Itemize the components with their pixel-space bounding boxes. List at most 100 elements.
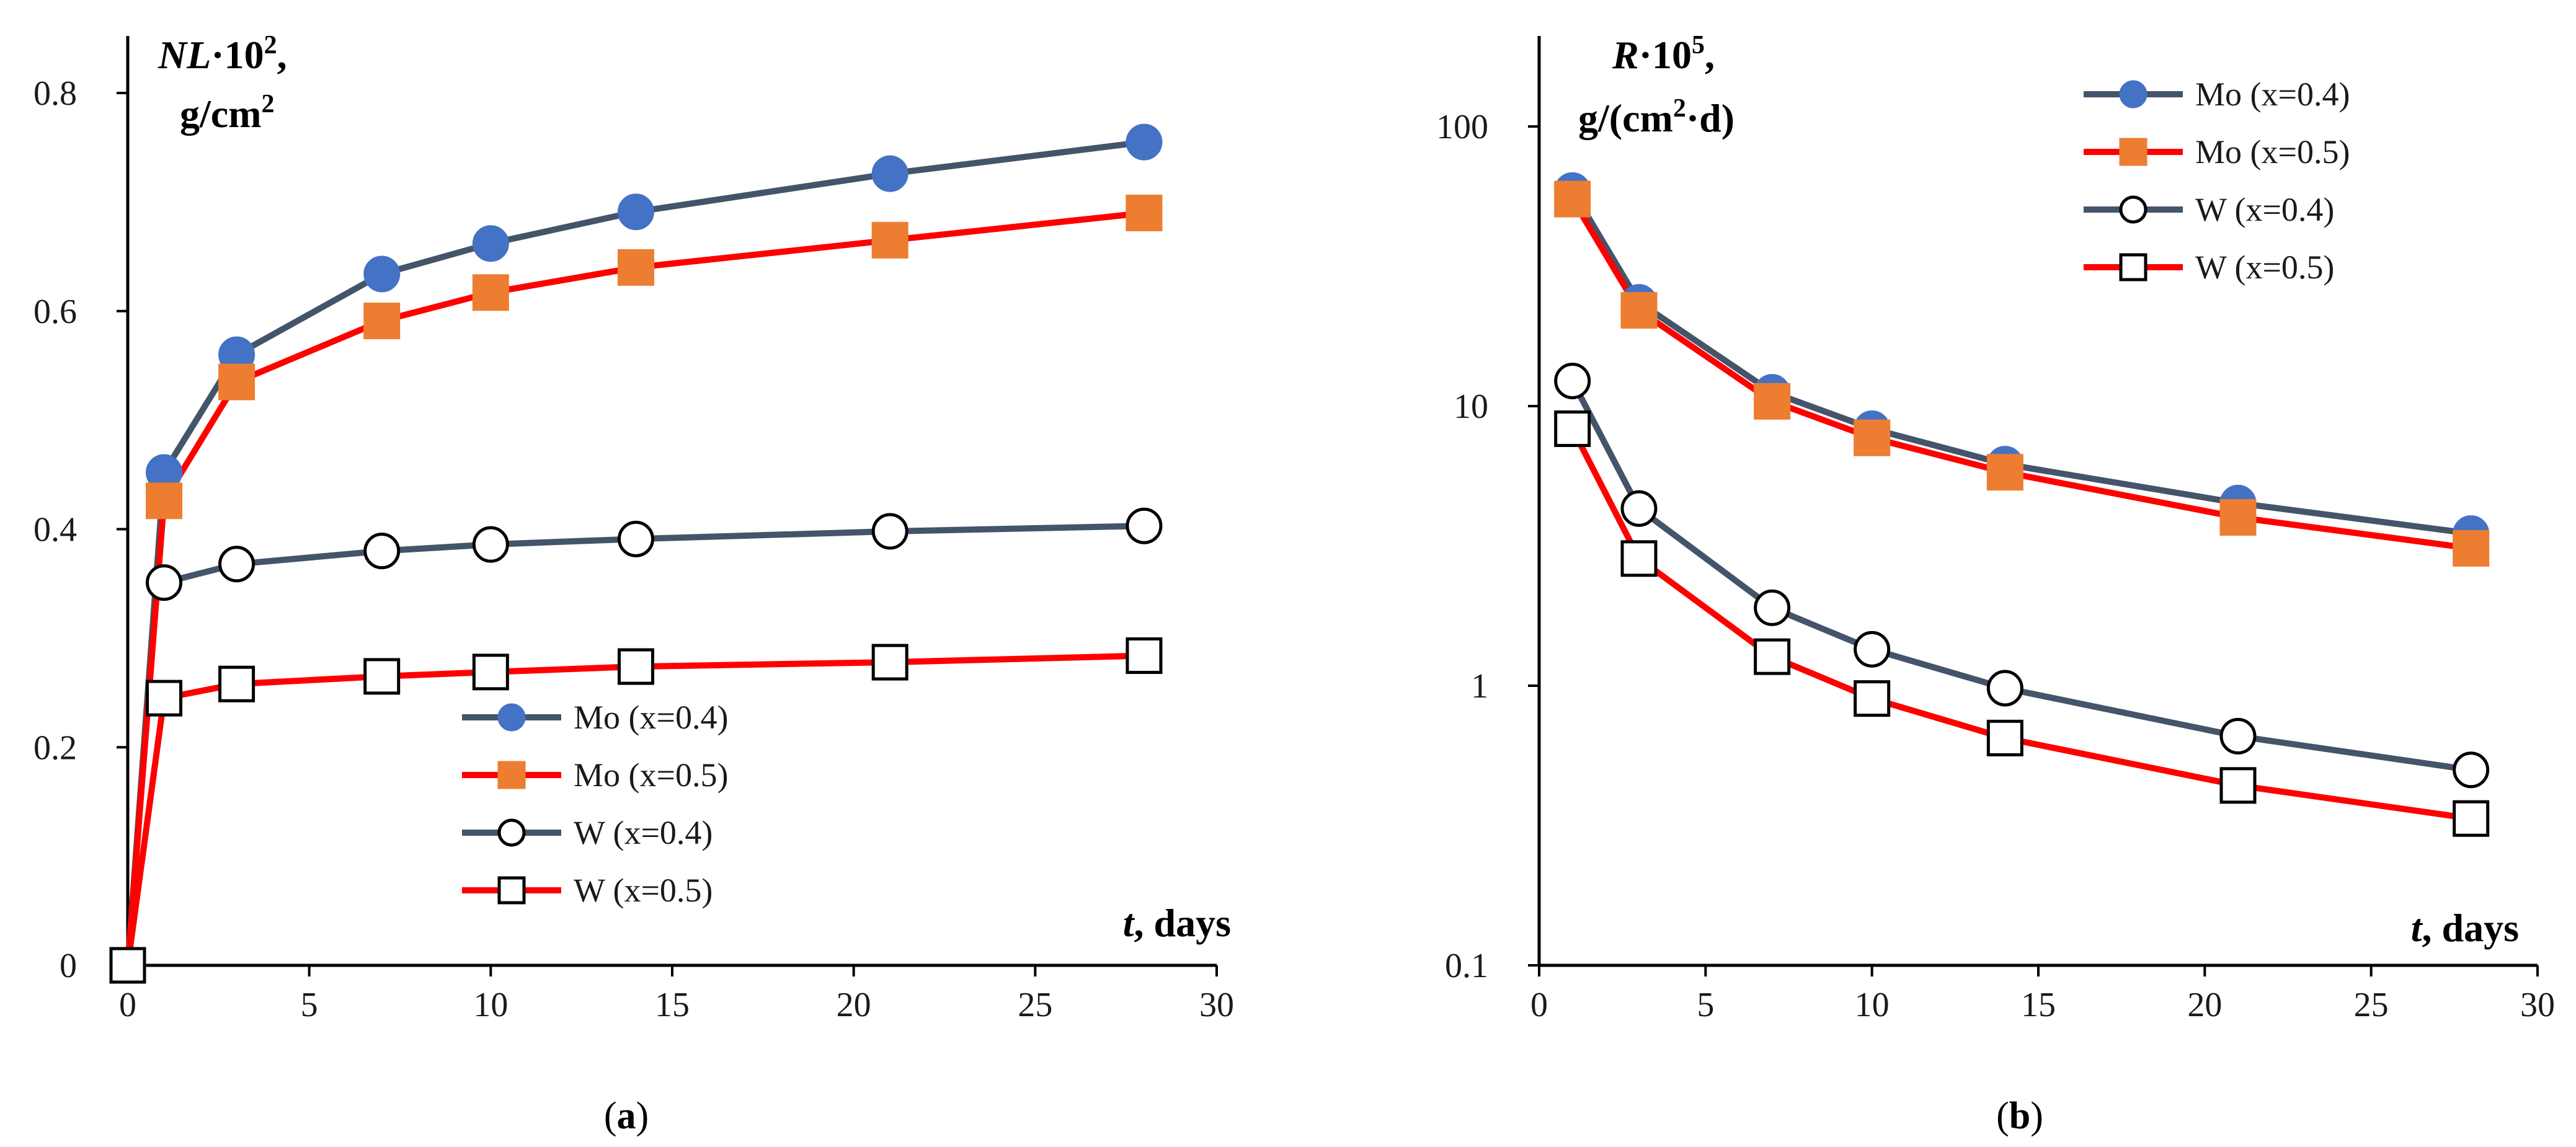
series-line-3 [163,523,1145,586]
data-point-series-4 [218,665,255,702]
data-point-series-4 [146,680,183,717]
data-point-series-3 [146,564,183,601]
data-point-series-4 [1854,680,1891,717]
data-point-series-2 [617,249,654,286]
legend-marker [2119,80,2147,108]
data-point-series-2 [2219,498,2257,536]
legend-marker [497,818,526,847]
data-point-series-1 [472,225,509,262]
x-tick-label: 30 [2520,986,2555,1024]
panel-b-x-label: t, days [2411,906,2519,950]
data-point-series-4 [2219,767,2257,804]
data-point-series-3 [1986,670,2023,707]
panel-a-caption: (a) [604,1095,649,1137]
data-point-series-4 [871,644,908,681]
x-tick-label: 5 [301,986,318,1024]
x-tick-label: 25 [1018,986,1052,1024]
data-point-series-4 [1986,719,2023,756]
panel-b-x-ticks: 0 5 10 15 20 25 30 [1530,965,2555,1024]
x-tick-label: 0 [119,986,136,1024]
legend-marker [497,876,526,905]
panel-a-y-label-line2: g/cm2 [180,90,275,136]
x-tick-label: 0 [1530,986,1548,1024]
legend-label: Mo (x=0.5) [574,756,728,794]
legend-marker [2119,253,2147,281]
x-tick-label: 10 [473,986,508,1024]
panel-b-caption: (b) [1996,1095,2043,1137]
data-point-series-3 [1554,362,1591,399]
data-point-series-3 [617,520,654,557]
panel-b-y-ticks: 0.1 1 10 100 [1436,108,1539,985]
data-point-series-4 [1126,637,1163,675]
data-point-series-4 [2453,800,2490,837]
data-point-series-1 [617,193,654,231]
y-tick-label: 1 [1471,667,1488,706]
legend-marker [497,703,526,732]
y-tick-label: 0.1 [1445,947,1488,985]
y-tick-label: 0.8 [33,74,77,113]
data-point-series-4 [1554,410,1591,447]
legend-marker [497,761,526,789]
x-tick-label: 30 [1199,986,1234,1024]
panel-a-y-label-line1: NL·102, [158,31,287,77]
series-line-2 [1570,197,2472,552]
data-point-series-3 [2219,717,2257,755]
data-point-series-3 [1126,507,1163,544]
data-point-series-2 [1126,194,1163,231]
data-point-series-3 [2453,751,2490,789]
data-point-series-3 [363,533,401,570]
panel-b-series-markers [1554,172,2490,837]
data-point-series-3 [1754,589,1791,626]
data-point-series-2 [146,482,183,520]
data-point-series-2 [363,303,401,340]
x-tick-label: 15 [655,986,690,1024]
panel-a-y-ticks: 0 0.2 0.4 0.6 0.8 [33,74,128,985]
panel-a-legend: Mo (x=0.4) Mo (x=0.5) W (x=0.4) W (x=0.5) [462,699,728,909]
legend-marker [2119,195,2147,224]
data-point-series-1 [1126,123,1163,161]
data-point-series-2 [871,221,908,259]
x-tick-label: 5 [1697,986,1714,1024]
data-point-series-4 [472,653,509,691]
y-tick-label: 100 [1436,108,1488,146]
legend-label: Mo (x=0.5) [2195,133,2350,170]
x-tick-label: 10 [1855,986,1890,1024]
data-point-series-2 [1554,180,1591,218]
series-line-2 [125,210,1145,966]
panel-a-chart: 0 5 10 15 20 25 30 0 0.2 0.4 0.6 0.8 NL·102, g/cm2… [33,31,1234,1137]
legend-label: Mo (x=0.4) [2195,76,2350,113]
data-point-series-2 [472,274,509,311]
data-point-series-4 [363,658,401,695]
data-point-series-3 [1854,631,1891,668]
data-point-series-2 [1854,419,1891,456]
x-tick-label: 20 [837,986,871,1024]
data-point-series-4 [617,648,654,685]
data-point-series-2 [1986,454,2023,491]
data-point-series-2 [218,363,255,401]
y-tick-label: 0.6 [33,293,77,331]
panel-a-x-ticks: 0 5 10 15 20 25 30 [119,965,1234,1024]
data-point-series-2 [1620,292,1658,329]
legend-label: W (x=0.4) [574,814,713,851]
panel-a-x-label: t, days [1123,901,1231,945]
y-tick-label: 0.2 [33,728,77,767]
data-point-series-3 [871,513,908,550]
y-tick-label: 0.4 [33,511,77,549]
legend-label: W (x=0.5) [574,872,713,909]
data-point-series-4 [1754,638,1791,675]
series-line-3 [1570,379,2472,773]
panel-b-legend: Mo (x=0.4) Mo (x=0.5) W (x=0.4) W (x=0.5) [2084,76,2350,286]
data-point-series-2 [2453,529,2490,567]
data-point-series-1 [871,155,908,192]
data-point-series-2 [1754,383,1791,420]
panel-b-y-label-line1: R·105, [1612,31,1715,77]
x-tick-label: 25 [2354,986,2389,1024]
series-line-1 [125,139,1145,966]
data-point-series-3 [1620,490,1658,527]
y-tick-label: 0 [60,947,77,985]
panel-b-y-label-line2: g/(cm2·d) [1578,94,1734,140]
y-tick-label: 10 [1454,388,1488,426]
data-point-series-3 [218,546,255,583]
